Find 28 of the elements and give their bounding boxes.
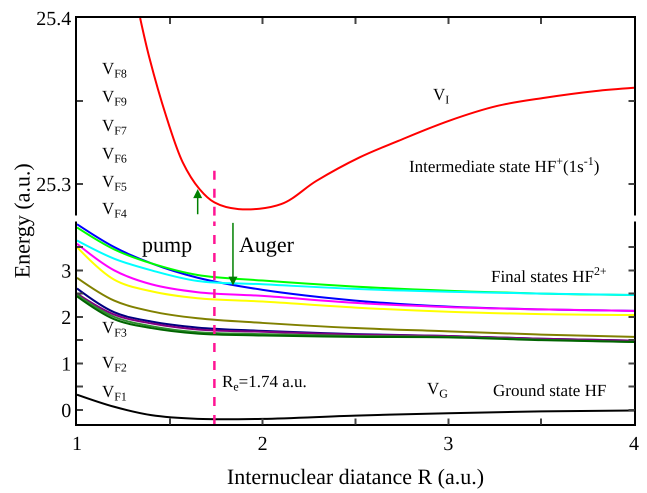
x-tick-label: 4 bbox=[629, 432, 639, 455]
annotation: V$_{F4}$ bbox=[102, 199, 127, 221]
annotation: V$_{F6}$ bbox=[102, 144, 127, 166]
y-tick-label: 25.3 bbox=[36, 174, 72, 196]
annotation: V$_{F1}$ bbox=[102, 382, 127, 404]
x-tick-label: 3 bbox=[443, 432, 454, 455]
annotation: V$_{I}$ bbox=[433, 85, 450, 107]
x-tick-label: 2 bbox=[258, 432, 268, 455]
y-tick-label: 1 bbox=[61, 353, 72, 376]
annotation: V$_{F3}$ bbox=[102, 318, 127, 340]
annotation: Auger bbox=[239, 232, 295, 257]
annotation: Ground state HF bbox=[493, 381, 606, 400]
y-tick-label: 0 bbox=[61, 400, 72, 422]
annotation: V$_{F2}$ bbox=[102, 353, 127, 375]
ref-line-label: R$_{e}$=1.74 a.u. bbox=[222, 372, 307, 394]
annotation: Intermediate state HF$^{+}$(1s$^{-1}$) bbox=[409, 154, 600, 176]
y-tick-label: 25.4 bbox=[36, 8, 72, 30]
y-tick-label: 3 bbox=[61, 260, 72, 282]
y-axis-title: Energy (a.u.) bbox=[9, 163, 34, 278]
annotation: V$_{F7}$ bbox=[102, 116, 127, 138]
annotation: pump bbox=[142, 232, 192, 257]
x-axis-title: Internuclear diatance R (a.u.) bbox=[226, 464, 484, 490]
annotation: V$_{G}$ bbox=[427, 379, 448, 401]
y-tick-label: 2 bbox=[61, 306, 72, 329]
annotation: V$_{F9}$ bbox=[102, 87, 127, 109]
annotation: V$_{F5}$ bbox=[102, 172, 127, 194]
annotation: V$_{F8}$ bbox=[102, 59, 127, 81]
annotation: Final states HF$^{2+}$ bbox=[491, 264, 607, 286]
